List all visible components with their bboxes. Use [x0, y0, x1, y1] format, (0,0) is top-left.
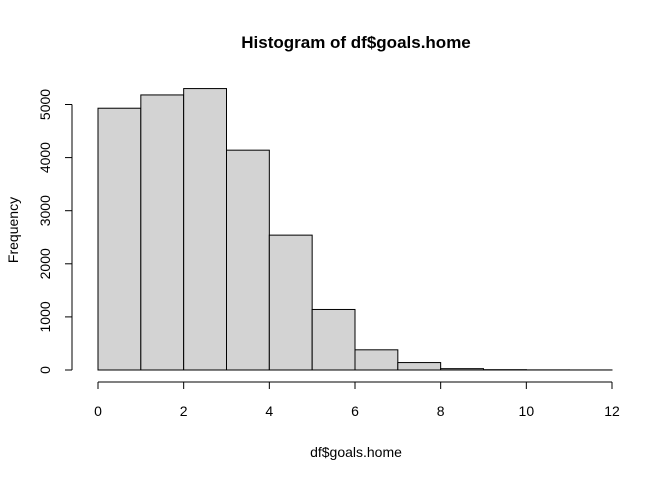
x-axis-label: df$goals.home: [310, 444, 402, 460]
x-tick-label-2: 4: [265, 403, 273, 419]
x-tick-label-4: 8: [437, 403, 445, 419]
y-tick-label-5: 5000: [37, 89, 53, 120]
histogram-bar-5: [311, 308, 356, 371]
y-tick-label-4: 4000: [37, 142, 53, 173]
x-tick-label-6: 12: [604, 403, 620, 419]
x-tick-label-5: 10: [519, 403, 535, 419]
histogram-bar-2: [183, 88, 227, 371]
chart-title: Histogram of df$goals.home: [241, 33, 471, 52]
y-tick-label-2: 2000: [37, 248, 53, 279]
histogram-bar-8: [440, 368, 485, 371]
y-tick-label-0: 0: [37, 366, 53, 374]
y-axis-label: Frequency: [5, 197, 21, 263]
histogram-bar-4: [268, 234, 313, 371]
bars-group: [97, 88, 613, 371]
x-tick-label-1: 2: [180, 403, 188, 419]
y-tick-label-3: 3000: [37, 195, 53, 226]
histogram-bar-3: [226, 149, 270, 371]
x-axis-ticks: 0 2 4 6 8 10 12: [94, 382, 620, 419]
x-tick-label-3: 6: [351, 403, 359, 419]
histogram-bar-0: [97, 107, 142, 371]
histogram-bar-6: [354, 349, 399, 371]
histogram-bar-7: [397, 362, 442, 371]
x-tick-label-0: 0: [94, 403, 102, 419]
histogram-bar-1: [140, 94, 185, 371]
y-axis-ticks: 0 1000 2000 3000 4000 5000: [37, 89, 72, 374]
y-tick-label-1: 1000: [37, 301, 53, 332]
